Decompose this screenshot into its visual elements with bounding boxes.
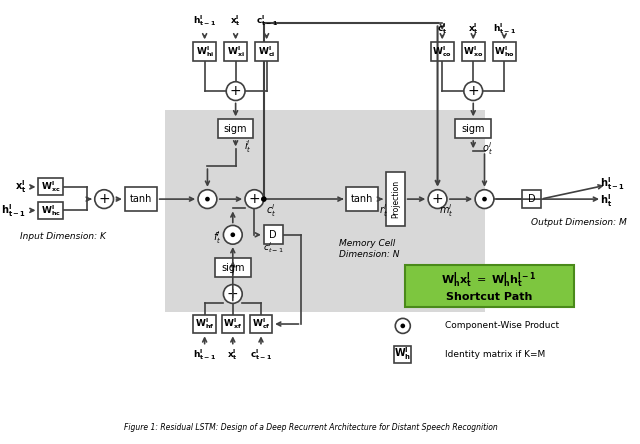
Text: $\bf{x}$$\bf{^l_t}$: $\bf{x}$$\bf{^l_t}$ (15, 178, 26, 195)
Text: sigm: sigm (461, 124, 485, 134)
Circle shape (205, 197, 210, 202)
Text: tanh: tanh (129, 194, 152, 204)
Text: $\bf{W}$$\bf{^l_{cf}}$: $\bf{W}$$\bf{^l_{cf}}$ (252, 317, 270, 332)
Bar (193, 315, 216, 333)
Text: $\it{r}$$\it{^l_t}$: $\it{r}$$\it{^l_t}$ (379, 202, 388, 219)
Text: tanh: tanh (351, 194, 374, 204)
Circle shape (95, 190, 113, 209)
Bar (215, 258, 251, 277)
Text: Memory Cell
Dimension: N: Memory Cell Dimension: N (339, 239, 399, 258)
Text: +: + (248, 192, 260, 206)
Text: $\bf{h}$$\bf{^l_{t-1}}$: $\bf{h}$$\bf{^l_{t-1}}$ (193, 347, 216, 361)
Circle shape (223, 285, 242, 303)
Text: $\bf{W}$$\bf{^l_{ci}}$: $\bf{W}$$\bf{^l_{ci}}$ (258, 44, 275, 59)
Text: $\bf{W}$$\bf{^l_h}$$\bf{x}$$\bf{^l_t}$$\ =\ $$\bf{W}$$\bf{^l_h}$$\bf{h}$$\bf{^{l: $\bf{W}$$\bf{^l_h}$$\bf{x}$$\bf{^l_t}$$\… (442, 270, 537, 289)
Circle shape (226, 82, 245, 100)
Bar (404, 265, 573, 307)
Bar (38, 178, 63, 195)
Text: +: + (467, 84, 479, 98)
Bar (493, 42, 515, 61)
Circle shape (475, 190, 494, 209)
Bar (462, 42, 484, 61)
Bar (218, 119, 253, 138)
Text: Output Dimension: M: Output Dimension: M (531, 218, 627, 227)
Bar (394, 345, 412, 362)
Text: $\bf{W}$$\bf{^l_{xc}}$: $\bf{W}$$\bf{^l_{xc}}$ (41, 179, 60, 194)
Text: $\bf{W}$$\bf{^l_{hc}}$: $\bf{W}$$\bf{^l_{hc}}$ (41, 203, 61, 218)
Text: $\it{m}$$\it{^l_t}$: $\it{m}$$\it{^l_t}$ (440, 202, 454, 219)
Text: $\bf{W}$$\bf{^l_{xi}}$: $\bf{W}$$\bf{^l_{xi}}$ (227, 44, 244, 59)
Text: $\bf{x}$$\bf{^l_t}$: $\bf{x}$$\bf{^l_t}$ (468, 21, 479, 36)
Text: +: + (230, 84, 241, 98)
Text: $\bf{h}$$\bf{^l_{t-1}}$: $\bf{h}$$\bf{^l_{t-1}}$ (600, 175, 625, 191)
Text: $\bf{W}$$\bf{^l_{co}}$: $\bf{W}$$\bf{^l_{co}}$ (432, 44, 452, 59)
Bar (225, 42, 247, 61)
Bar (386, 172, 404, 226)
Text: $\bf{c}$$\bf{^l_{t-1}}$: $\bf{c}$$\bf{^l_{t-1}}$ (250, 347, 272, 361)
Bar (431, 42, 454, 61)
Text: $\bf{W}$$\bf{^l_{hf}}$: $\bf{W}$$\bf{^l_{hf}}$ (195, 317, 214, 332)
Text: $\bf{h}$$\bf{^l_{t-1}}$: $\bf{h}$$\bf{^l_{t-1}}$ (493, 21, 516, 36)
Text: $\bf{x}$$\bf{^l_t}$: $\bf{x}$$\bf{^l_t}$ (227, 347, 238, 361)
Text: $\bf{c}$$\bf{^l_t}$: $\bf{c}$$\bf{^l_t}$ (437, 21, 447, 36)
Text: Identity matrix if K=M: Identity matrix if K=M (445, 349, 545, 359)
Text: $\bf{W}$$\bf{^l_{hi}}$: $\bf{W}$$\bf{^l_{hi}}$ (196, 44, 214, 59)
Text: $\bf{c}$$\bf{^l_{t-1}}$: $\bf{c}$$\bf{^l_{t-1}}$ (255, 13, 278, 28)
Circle shape (464, 82, 483, 100)
Text: $\it{o}$$\it{^l_t}$: $\it{o}$$\it{^l_t}$ (482, 140, 493, 157)
Text: sigm: sigm (224, 124, 248, 134)
Bar (522, 190, 541, 209)
Bar (346, 187, 378, 211)
Circle shape (230, 233, 235, 237)
Bar (250, 315, 272, 333)
Text: D: D (269, 230, 277, 240)
Bar (165, 110, 484, 312)
Bar (125, 187, 157, 211)
Text: $\bf{h}$$\bf{^l_{t-1}}$: $\bf{h}$$\bf{^l_{t-1}}$ (1, 202, 26, 219)
Text: sigm: sigm (221, 263, 244, 273)
Text: $\bf{W}$$\bf{^l_{xo}}$: $\bf{W}$$\bf{^l_{xo}}$ (463, 44, 483, 59)
Text: $\bf{h}$$\bf{^l_t}$: $\bf{h}$$\bf{^l_t}$ (600, 193, 612, 210)
Circle shape (428, 190, 447, 209)
Text: $\it{i}$$\it{^l_t}$: $\it{i}$$\it{^l_t}$ (244, 138, 252, 155)
Circle shape (482, 197, 487, 202)
Text: $\bf{W}$$\bf{^l_h}$: $\bf{W}$$\bf{^l_h}$ (394, 346, 412, 362)
Bar (255, 42, 278, 61)
Text: $\it{c}$$\it{^l_{t-1}}$: $\it{c}$$\it{^l_{t-1}}$ (263, 241, 284, 255)
Text: $\bf{x}$$\bf{^l_t}$: $\bf{x}$$\bf{^l_t}$ (230, 13, 241, 28)
Bar (221, 315, 244, 333)
Text: D: D (527, 194, 535, 204)
Circle shape (223, 226, 242, 244)
Bar (38, 202, 63, 219)
Text: +: + (227, 287, 239, 301)
Text: $\bf{W}$$\bf{^l_{ho}}$: $\bf{W}$$\bf{^l_{ho}}$ (494, 44, 515, 59)
Text: Projection: Projection (391, 180, 400, 218)
Circle shape (261, 196, 267, 202)
Text: $\it{c}$$\it{^l_t}$: $\it{c}$$\it{^l_t}$ (266, 202, 276, 219)
Text: +: + (432, 192, 444, 206)
Text: $\bf{W}$$\bf{^l_{xf}}$: $\bf{W}$$\bf{^l_{xf}}$ (223, 317, 243, 332)
Circle shape (396, 318, 410, 333)
Text: +: + (99, 192, 110, 206)
Text: $\it{f}$$\it{^l_t}$: $\it{f}$$\it{^l_t}$ (213, 229, 221, 246)
Circle shape (245, 190, 264, 209)
Circle shape (401, 324, 405, 328)
Circle shape (198, 190, 217, 209)
Text: Figure 1: Residual LSTM: Design of a Deep Recurrent Architecture for Distant Spe: Figure 1: Residual LSTM: Design of a Dee… (124, 423, 498, 432)
Text: Shortcut Path: Shortcut Path (446, 292, 532, 302)
Text: $\bf{h}$$\bf{^l_{t-1}}$: $\bf{h}$$\bf{^l_{t-1}}$ (193, 13, 216, 28)
Bar (193, 42, 216, 61)
Text: Component-Wise Product: Component-Wise Product (445, 321, 559, 330)
Text: Input Dimension: K: Input Dimension: K (20, 232, 106, 241)
Bar (264, 226, 283, 244)
Bar (456, 119, 491, 138)
